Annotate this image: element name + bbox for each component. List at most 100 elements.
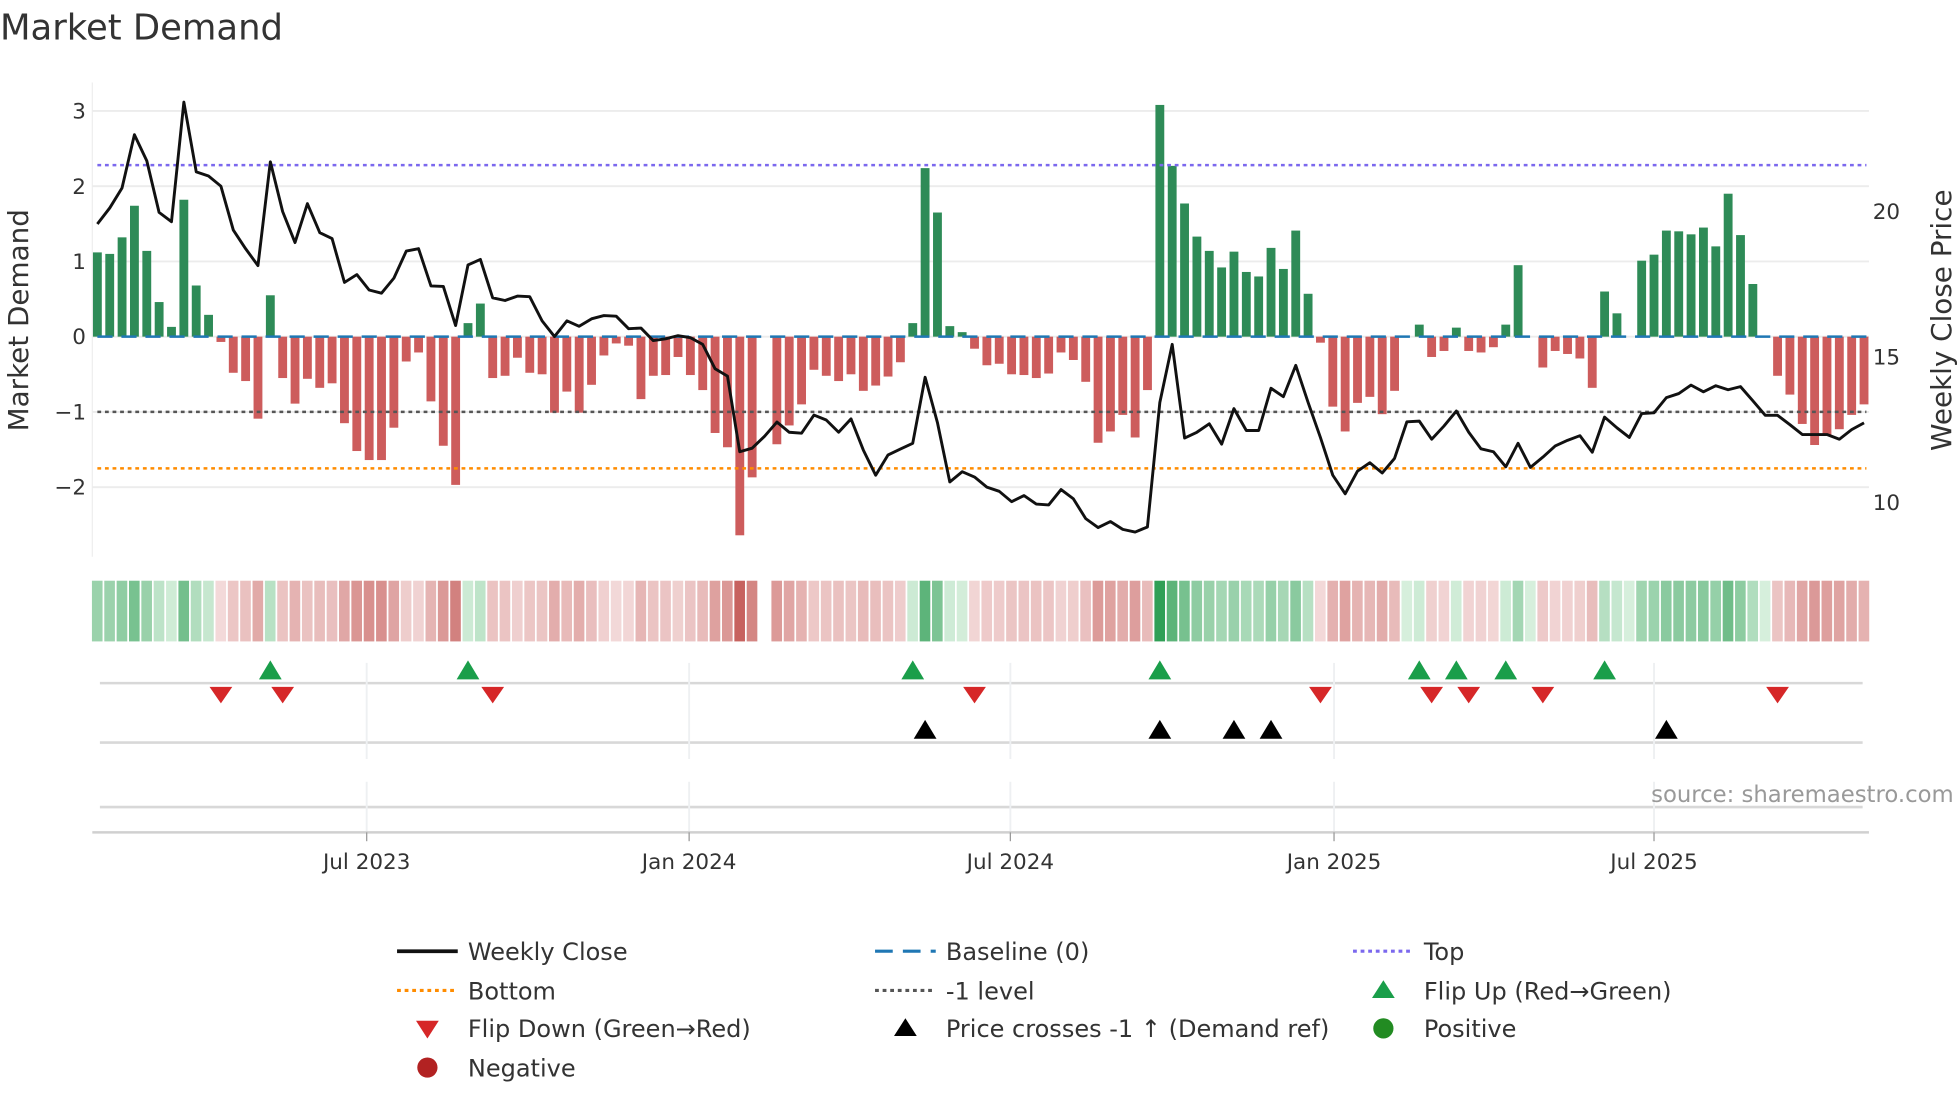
negative-bar [500, 336, 510, 376]
positive-bar [463, 323, 473, 337]
positive-bar [1723, 193, 1733, 337]
x-ticks: Jul 2023 Jan 2024 Jul 2024 Jan 2025 Jul 2025 [321, 832, 1698, 875]
negative-bar [834, 336, 844, 382]
heatmap-cell [796, 580, 807, 642]
negative-bar [1130, 336, 1140, 438]
legend-label: Flip Up (Red→Green) [1424, 977, 1672, 1005]
negative-bar [1773, 336, 1782, 376]
heatmap-cell [1055, 580, 1067, 642]
negative-bar [1044, 336, 1054, 374]
flip-up-marker [1148, 660, 1172, 680]
legend: Weekly Close Baseline (0) Top Bottom -1 leve… [397, 938, 1672, 1082]
flip-down-marker [1457, 686, 1481, 704]
negative-bar [710, 336, 720, 433]
heatmap-cell [227, 580, 239, 642]
heatmap-cell [1710, 580, 1721, 642]
positive-bar [957, 332, 967, 337]
flip-down-marker [271, 686, 295, 704]
heatmap-cell [598, 580, 610, 642]
heatmap-cell [820, 580, 832, 642]
heatmap-cell [1660, 580, 1672, 642]
flip-down-marker [1766, 686, 1789, 704]
negative-bar [1797, 336, 1807, 424]
positive-bar [1451, 327, 1461, 337]
x-tick-label: Jul 2025 [1608, 850, 1697, 875]
legend-label: Flip Down (Green→Red) [468, 1015, 751, 1043]
positive-bar [154, 302, 164, 337]
demand-heatmap [91, 580, 1870, 642]
negative-bar [982, 336, 992, 366]
heatmap-cell [1549, 580, 1561, 642]
negative-bar [438, 336, 448, 446]
heatmap-cell [1191, 580, 1203, 642]
legend-label: Weekly Close [468, 938, 628, 966]
heatmap-cell [808, 580, 820, 642]
heatmap-cell [437, 580, 449, 642]
heatmap-cell [339, 580, 350, 642]
positive-bar [908, 323, 918, 337]
heatmap-cell [1512, 580, 1524, 642]
heatmap-cell [1092, 580, 1104, 642]
negative-bar [698, 336, 708, 391]
heatmap-cell [647, 580, 659, 642]
heatmap-cell [326, 580, 338, 642]
heatmap-cell [586, 580, 597, 642]
heatmap-cell [734, 580, 745, 642]
positive-bar [1513, 265, 1523, 337]
legend-circle-icon [417, 1057, 438, 1078]
positive-bar [1674, 231, 1684, 337]
positive-bar [1661, 230, 1671, 337]
negative-bar [574, 336, 584, 413]
heatmap-cell [932, 580, 943, 642]
heatmap-cell [1253, 580, 1264, 642]
positive-bar [1748, 283, 1758, 337]
heatmap-cell [1352, 580, 1363, 642]
heatmap-cell [833, 580, 844, 642]
heatmap-cell [1611, 580, 1623, 642]
heatmap-cell [1080, 580, 1091, 642]
negative-bar [735, 336, 745, 536]
heatmap-cell [166, 580, 177, 642]
price-cross-marker [1222, 719, 1246, 739]
heatmap-cell [660, 580, 671, 642]
negative-bar [253, 336, 263, 419]
negative-bar [401, 336, 411, 362]
heatmap-cell [1759, 580, 1771, 642]
legend-label: Positive [1424, 1015, 1517, 1043]
heatmap-cell [1401, 580, 1413, 642]
heatmap-cell [413, 580, 424, 642]
negative-bar [970, 336, 979, 349]
negative-bar [994, 336, 1004, 364]
heatmap-cell [1166, 580, 1178, 642]
heatmap-cell [1537, 580, 1549, 642]
heatmap-cell [153, 580, 165, 642]
positive-bar [1180, 203, 1189, 337]
flip-down-marker [1531, 686, 1555, 704]
heatmap-cell [993, 580, 1005, 642]
heatmap-cell [141, 580, 152, 642]
heatmap-cell [376, 580, 387, 642]
heatmap-cell [388, 580, 400, 642]
negative-bar [1575, 336, 1585, 359]
negative-bar [1031, 336, 1041, 379]
price-cross-marker [1654, 719, 1678, 739]
positive-bar [1204, 250, 1214, 337]
negative-bar [1847, 336, 1857, 415]
heatmap-cell [561, 580, 573, 642]
heatmap-cell [623, 580, 634, 642]
legend-circle-icon [1373, 1018, 1394, 1039]
negative-bar [340, 336, 349, 424]
heatmap-cell [549, 580, 560, 642]
y-tick-label: 0 [72, 325, 86, 350]
positive-bar [920, 168, 930, 337]
heatmap-cell [363, 580, 375, 642]
heatmap-cell [1389, 580, 1400, 642]
negative-bar [426, 336, 436, 402]
negative-bar [1859, 336, 1869, 405]
heatmap-cell [1463, 580, 1474, 642]
heatmap-cell [351, 580, 362, 642]
heatmap-cell [944, 580, 956, 642]
legend-label: Bottom [468, 977, 556, 1005]
negative-bar [302, 336, 312, 379]
positive-bar [92, 252, 102, 337]
